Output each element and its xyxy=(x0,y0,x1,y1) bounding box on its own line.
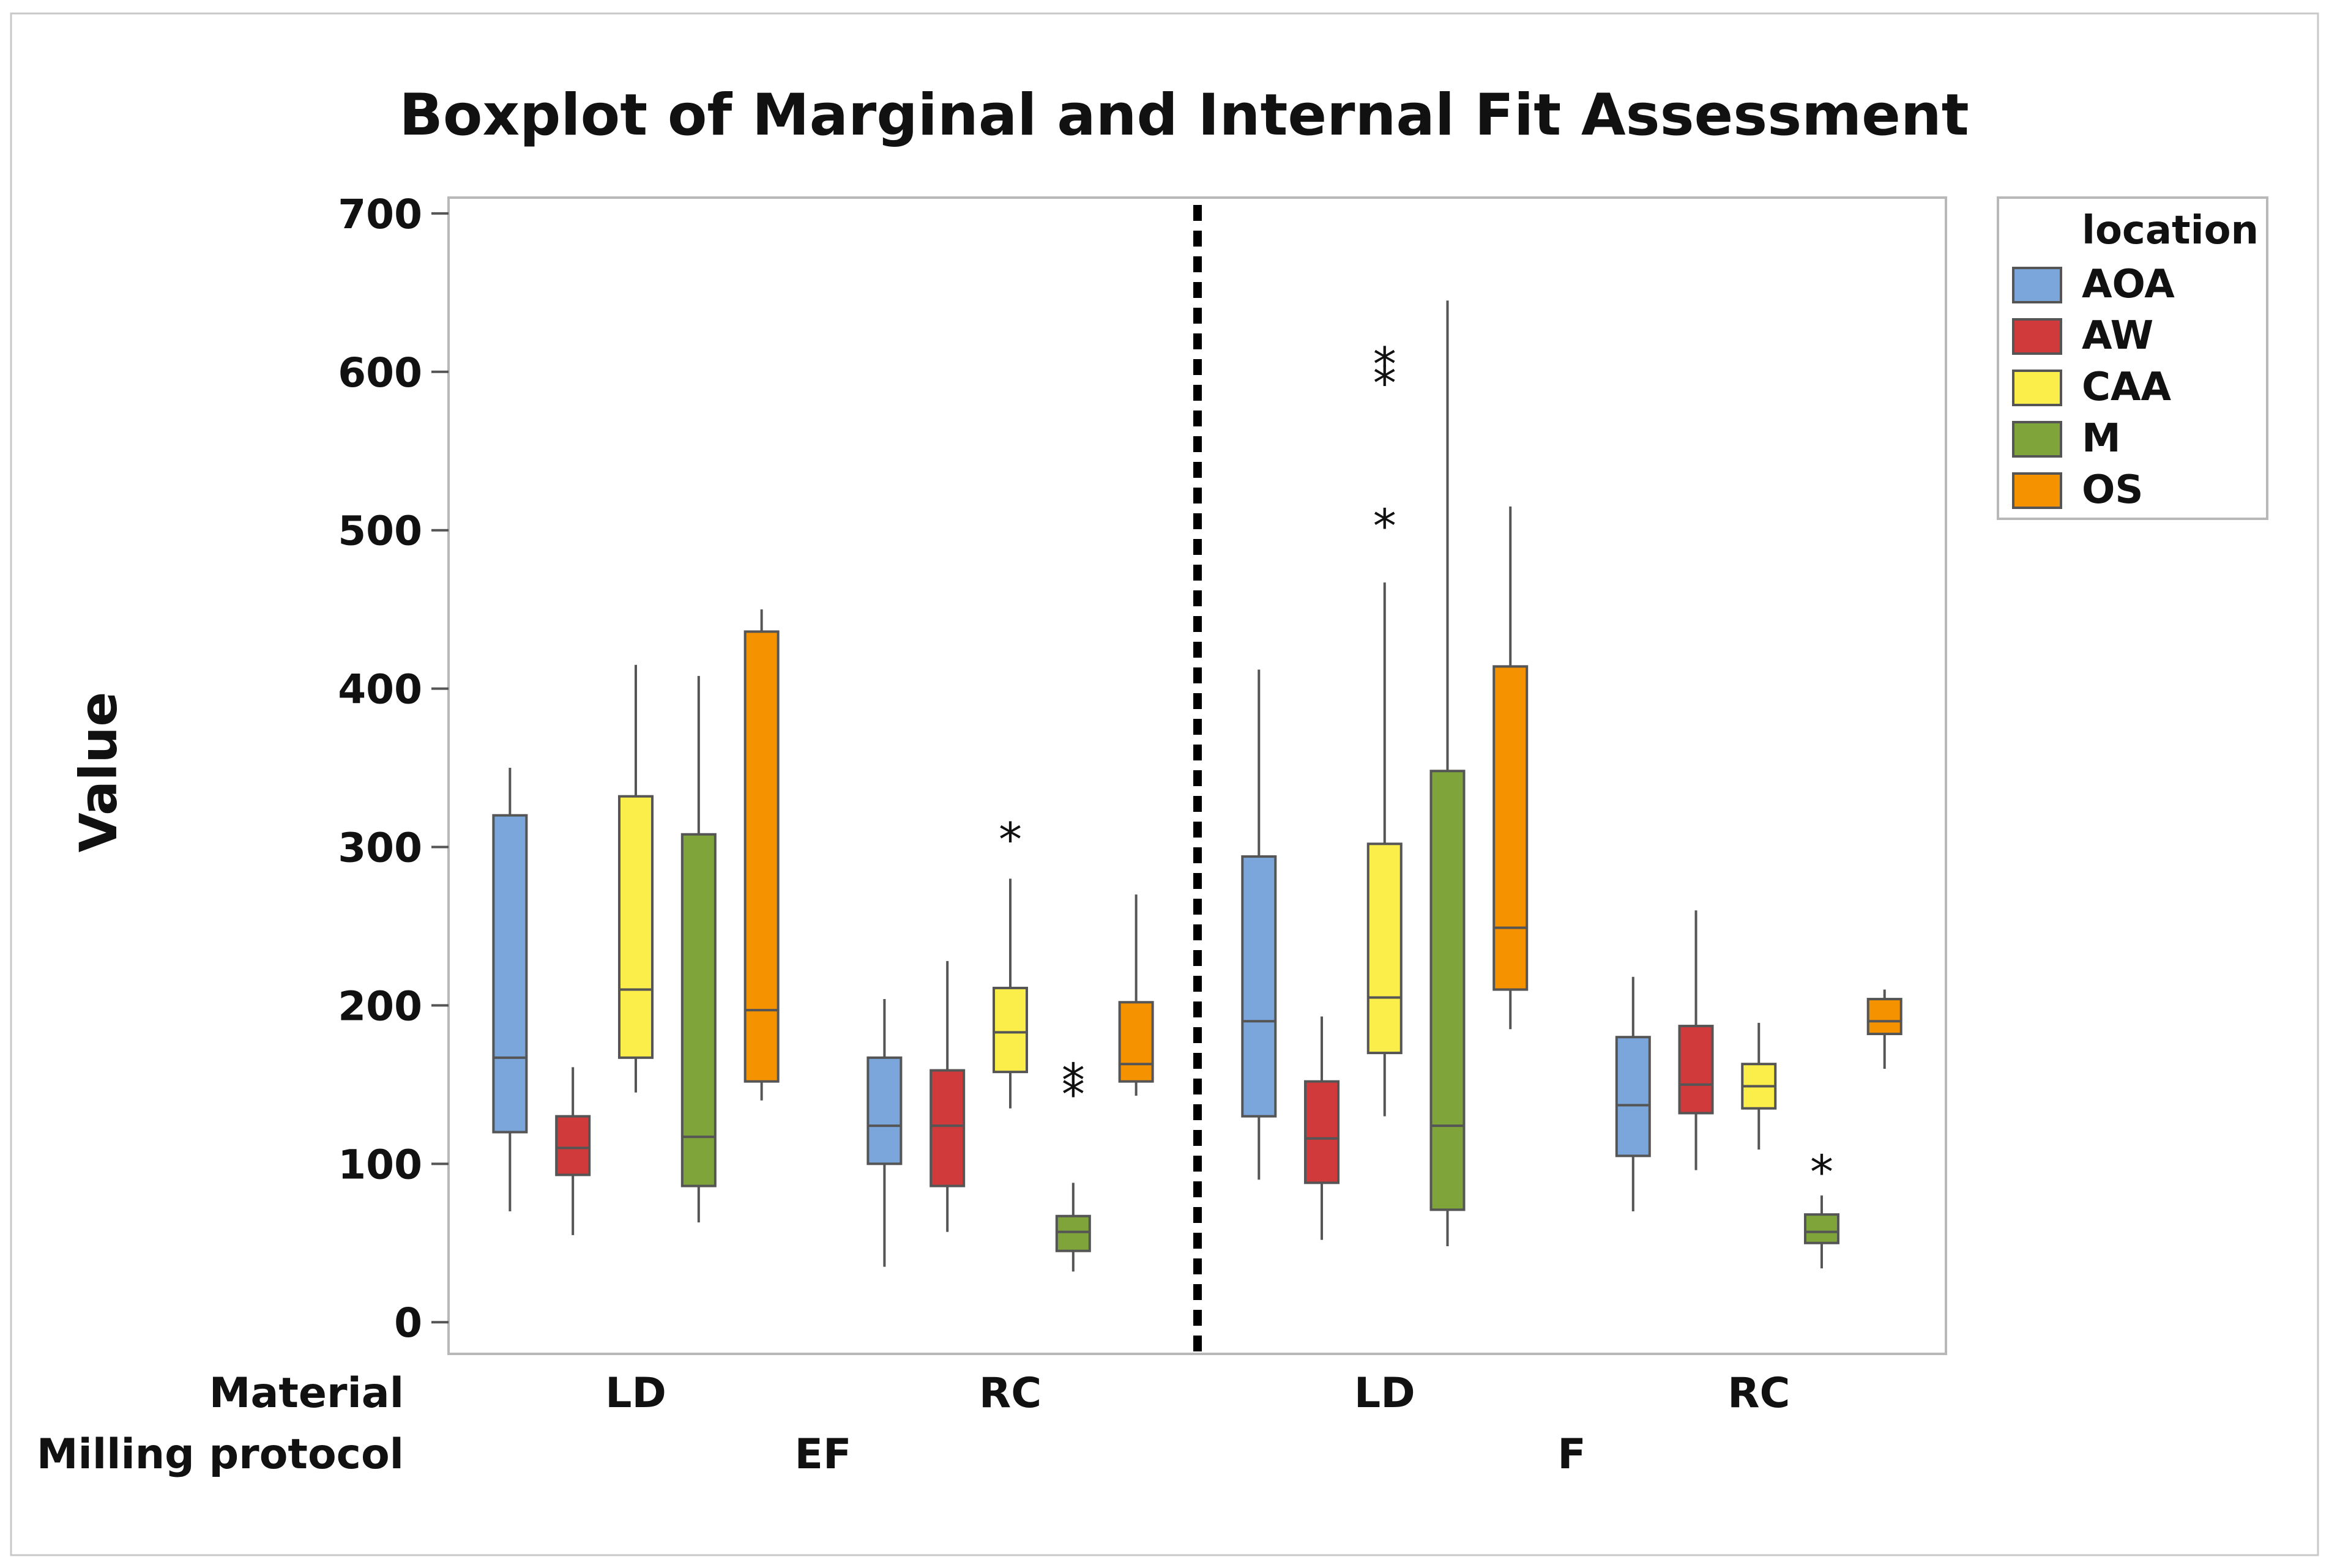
outlier-marker: * xyxy=(1373,499,1396,553)
protocol-label: F xyxy=(1557,1430,1586,1479)
iqr-box xyxy=(1055,1214,1091,1252)
box-F-RC-M: * xyxy=(1803,1145,1839,1269)
y-tick-label: 300 xyxy=(338,825,422,872)
box-EF-LD-CAA xyxy=(618,664,654,1093)
boxes-layer: ******* xyxy=(492,300,1902,1272)
row-label-material: Material xyxy=(209,1369,404,1418)
iqr-box xyxy=(930,1069,966,1187)
material-label: LD xyxy=(1354,1369,1415,1418)
legend-frame xyxy=(1997,196,2268,520)
legend-items: AOA AW CAA M OS xyxy=(2012,262,2175,513)
box-F-RC-CAA xyxy=(1741,1022,1777,1150)
iqr-box xyxy=(1678,1025,1714,1115)
box-EF-RC-M: ** xyxy=(1055,1053,1091,1272)
y-tick-label: 600 xyxy=(338,349,422,396)
y-axis: 0 100 200 300 400 500 600 700 xyxy=(338,191,449,1347)
iqr-box xyxy=(555,1115,591,1176)
box-EF-RC-CAA: * xyxy=(993,812,1028,1109)
outlier-marker: * xyxy=(999,812,1022,866)
box-F-RC-OS xyxy=(1866,989,1902,1069)
iqr-box xyxy=(866,1056,903,1165)
iqr-box xyxy=(1304,1080,1340,1184)
iqr-box xyxy=(1803,1213,1839,1244)
outlier-marker: * xyxy=(1373,356,1396,411)
legend-label-caa: CAA xyxy=(2082,365,2172,410)
outlier-marker: * xyxy=(1062,1067,1085,1121)
y-tick-label: 400 xyxy=(338,666,422,713)
legend-label-aoa: AOA xyxy=(2082,262,2175,307)
y-tick-label: 700 xyxy=(338,191,422,238)
legend-swatch-m xyxy=(2012,421,2062,458)
iqr-box xyxy=(1866,998,1902,1036)
iqr-box xyxy=(1366,842,1403,1055)
box-F-LD-CAA: *** xyxy=(1366,337,1403,1117)
iqr-box xyxy=(993,986,1028,1074)
box-EF-LD-OS xyxy=(743,609,780,1101)
material-label: RC xyxy=(1727,1369,1790,1418)
outlier-marker: * xyxy=(1062,1053,1085,1107)
iqr-box xyxy=(1429,770,1466,1211)
iqr-box xyxy=(1241,855,1277,1118)
y-tick-label: 0 xyxy=(394,1299,422,1347)
legend-label-m: M xyxy=(2082,416,2121,461)
box-EF-RC-OS xyxy=(1118,894,1154,1096)
legend-swatch-aw xyxy=(2012,318,2062,355)
legend: location AOA AW CAA M OS xyxy=(1997,196,2268,520)
box-F-LD-AOA xyxy=(1241,669,1277,1180)
iqr-box xyxy=(1615,1036,1651,1157)
box-F-RC-AOA xyxy=(1615,976,1651,1211)
legend-title: location xyxy=(2082,208,2259,253)
box-F-LD-M xyxy=(1429,300,1466,1246)
iqr-box xyxy=(1492,665,1529,991)
material-label: LD xyxy=(605,1369,666,1418)
iqr-box xyxy=(492,814,528,1134)
box-EF-RC-AOA xyxy=(866,999,903,1267)
row-label-milling-protocol: Milling protocol xyxy=(37,1430,404,1479)
legend-swatch-caa xyxy=(2012,370,2062,406)
iqr-box xyxy=(680,833,717,1187)
box-EF-LD-M xyxy=(680,675,717,1223)
y-tick-label: 200 xyxy=(338,983,422,1030)
box-F-RC-AW xyxy=(1678,910,1714,1170)
outlier-marker: * xyxy=(1810,1145,1833,1199)
legend-swatch-os xyxy=(2012,472,2062,509)
y-axis-title: Value xyxy=(69,692,129,853)
box-F-LD-OS xyxy=(1492,506,1529,1030)
iqr-box xyxy=(618,795,654,1059)
legend-label-os: OS xyxy=(2082,467,2144,513)
box-F-LD-AW xyxy=(1304,1016,1340,1240)
outlier-marker: * xyxy=(1373,337,1396,392)
y-tick-label: 100 xyxy=(338,1141,422,1188)
x-axis-labels: LD RC EF LD RC F xyxy=(605,1369,1790,1479)
iqr-box xyxy=(1118,1001,1154,1083)
chart-title: Boxplot of Marginal and Internal Fit Ass… xyxy=(399,82,1969,149)
protocol-label: EF xyxy=(795,1430,852,1479)
box-EF-RC-AW xyxy=(930,960,966,1232)
iqr-box xyxy=(743,630,780,1083)
y-tick-label: 500 xyxy=(338,508,422,555)
box-EF-LD-AOA xyxy=(492,768,528,1211)
legend-label-aw: AW xyxy=(2082,313,2153,359)
material-label: RC xyxy=(979,1369,1042,1418)
legend-swatch-aoa xyxy=(2012,267,2062,303)
box-EF-LD-AW xyxy=(555,1067,591,1235)
